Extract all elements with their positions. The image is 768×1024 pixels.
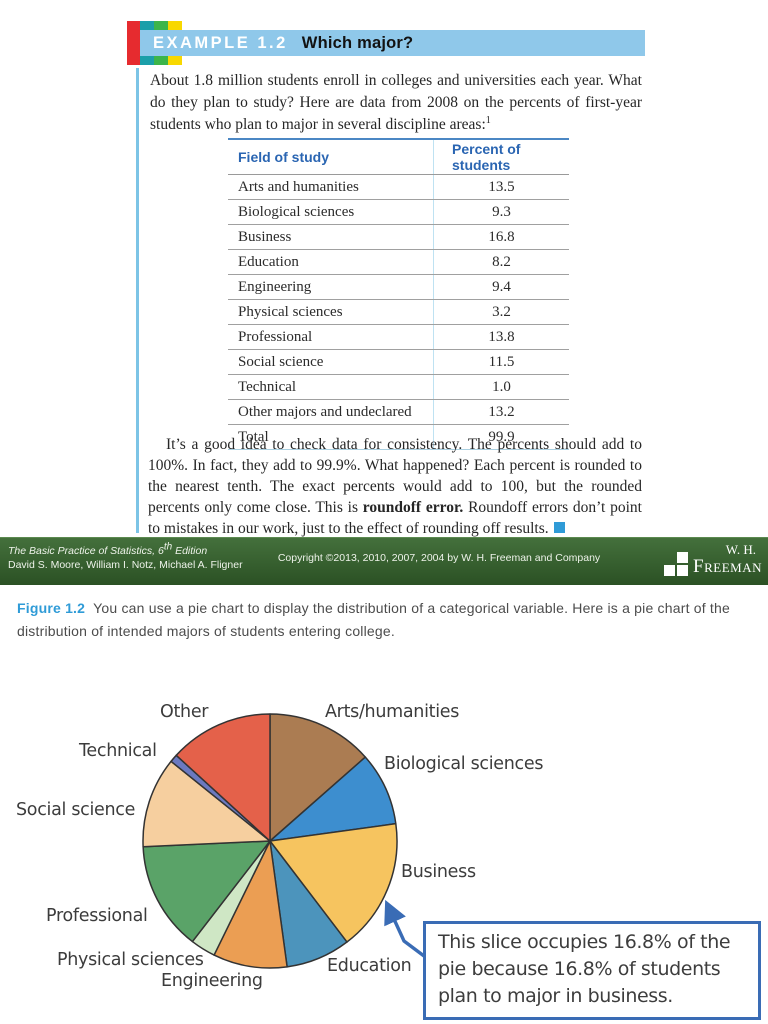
roundoff-error-term: roundoff error.: [362, 499, 464, 516]
field-cell: Total: [228, 424, 434, 450]
pie-label-other: Other: [160, 702, 209, 722]
table-row: Education 8.2: [228, 249, 569, 275]
pie-slice-other: [175, 713, 271, 842]
column-header-percent: Percent of students: [433, 139, 569, 175]
logo-freeman-text: Freeman: [693, 556, 762, 577]
percent-cell: 13.2: [433, 399, 569, 425]
arrow-icon: [384, 899, 426, 958]
pie-label-arts-humanities: Arts/humanities: [325, 702, 460, 722]
field-cell: Engineering: [228, 274, 434, 300]
percent-cell: 99.9: [433, 424, 569, 450]
table-row: Technical 1.0: [228, 374, 569, 400]
percent-cell: 13.8: [433, 324, 569, 350]
callout-line: pie because 16.8% of students: [438, 958, 721, 980]
book-title: The Basic Practice of Statistics, 6th Ed…: [8, 541, 208, 557]
banner-decor-squares-bottom: [140, 56, 182, 65]
figure-caption: Figure 1.2 You can use a pie chart to dis…: [17, 597, 753, 643]
pie-label-engineering: Engineering: [161, 971, 263, 991]
footer-book-info: The Basic Practice of Statistics, 6th Ed…: [8, 541, 243, 572]
green-square-icon: [154, 56, 168, 65]
pie-label-business: Business: [401, 862, 476, 882]
discussion-text: Roundoff errors don’t point to mistakes …: [148, 499, 642, 537]
discussion-text: It’s a good idea to check data for consi…: [148, 436, 642, 516]
pie-label-social-science: Social science: [16, 800, 136, 820]
pie-label-physical-sciences: Physical sciences: [57, 950, 204, 970]
column-header-field: Field of study: [228, 139, 434, 175]
percent-cell: 13.5: [433, 174, 569, 200]
table-row: Total 99.9: [228, 424, 569, 450]
example-discussion-paragraph: It’s a good idea to check data for consi…: [148, 434, 642, 539]
footnote-marker: 1: [485, 114, 491, 126]
pie-label-professional: Professional: [46, 906, 148, 926]
field-cell: Physical sciences: [228, 299, 434, 325]
freeman-logo: W. H. Freeman: [664, 543, 762, 576]
pie-slice-arts-humanities: [269, 713, 367, 842]
logo-wh-text: W. H.: [725, 542, 756, 557]
pie-slice-social-science: [142, 760, 271, 848]
table-row: Biological sciences 9.3: [228, 199, 569, 225]
example-banner: EXAMPLE 1.2 Which major?: [140, 30, 645, 56]
teal-square-icon: [140, 21, 154, 30]
callout-line: plan to major in business.: [438, 985, 673, 1007]
table-row: Physical sciences 3.2: [228, 299, 569, 325]
table-row: Engineering 9.4: [228, 274, 569, 300]
percent-cell: 8.2: [433, 249, 569, 275]
banner-decor-squares-top: [140, 21, 182, 30]
field-cell: Education: [228, 249, 434, 275]
example-kicker: EXAMPLE 1.2: [153, 33, 288, 52]
percent-cell: 9.3: [433, 199, 569, 225]
end-marker-icon: [553, 522, 565, 533]
percent-cell: 11.5: [433, 349, 569, 375]
majors-table-body: Arts and humanities 13.5 Biological scienc…: [228, 174, 569, 450]
pie-label-education: Education: [327, 956, 412, 976]
pie-label-technical: Technical: [79, 741, 157, 761]
footer-bar: The Basic Practice of Statistics, 6th Ed…: [0, 537, 768, 585]
green-square-icon: [154, 21, 168, 30]
percent-cell: 9.4: [433, 274, 569, 300]
copyright-text: Copyright ©2013, 2010, 2007, 2004 by W. …: [277, 552, 601, 564]
table-row: Business 16.8: [228, 224, 569, 250]
pie-label-biological-sciences: Biological sciences: [384, 754, 544, 774]
table-header-row: Field of study Percent of students: [228, 139, 569, 175]
pie-chart: [142, 713, 398, 969]
table-row: Arts and humanities 13.5: [228, 174, 569, 200]
figure-caption-text: You can use a pie chart to display the d…: [17, 600, 730, 639]
table-row: Social science 11.5: [228, 349, 569, 375]
field-cell: Technical: [228, 374, 434, 400]
percent-cell: 16.8: [433, 224, 569, 250]
figure-label: Figure 1.2: [17, 600, 86, 616]
example-left-rule: [136, 68, 139, 533]
book-authors: David S. Moore, William I. Notz, Michael…: [8, 559, 243, 571]
yellow-square-icon: [168, 56, 182, 65]
majors-table: Field of study Percent of students Arts …: [228, 138, 569, 450]
field-cell: Biological sciences: [228, 199, 434, 225]
field-cell: Arts and humanities: [228, 174, 434, 200]
pie-slice-business: [269, 822, 398, 943]
freeman-logo-icon: [664, 551, 689, 576]
banner-red-bar: [127, 21, 140, 65]
example-intro-paragraph: About 1.8 million students enroll in col…: [150, 70, 642, 136]
percent-cell: 1.0: [433, 374, 569, 400]
teal-square-icon: [140, 56, 154, 65]
table-row: Professional 13.8: [228, 324, 569, 350]
field-cell: Business: [228, 224, 434, 250]
percent-cell: 3.2: [433, 299, 569, 325]
pie-slice-professional: [142, 840, 271, 943]
yellow-square-icon: [168, 21, 182, 30]
table-row: Other majors and undeclared 13.2: [228, 399, 569, 425]
callout-line: This slice occupies 16.8% of the: [438, 931, 731, 953]
field-cell: Other majors and undeclared: [228, 399, 434, 425]
field-cell: Professional: [228, 324, 434, 350]
intro-text: About 1.8 million students enroll in col…: [150, 72, 642, 133]
callout-box: This slice occupies 16.8% of the pie bec…: [423, 921, 761, 1020]
field-cell: Social science: [228, 349, 434, 375]
example-title: Which major?: [301, 33, 414, 52]
